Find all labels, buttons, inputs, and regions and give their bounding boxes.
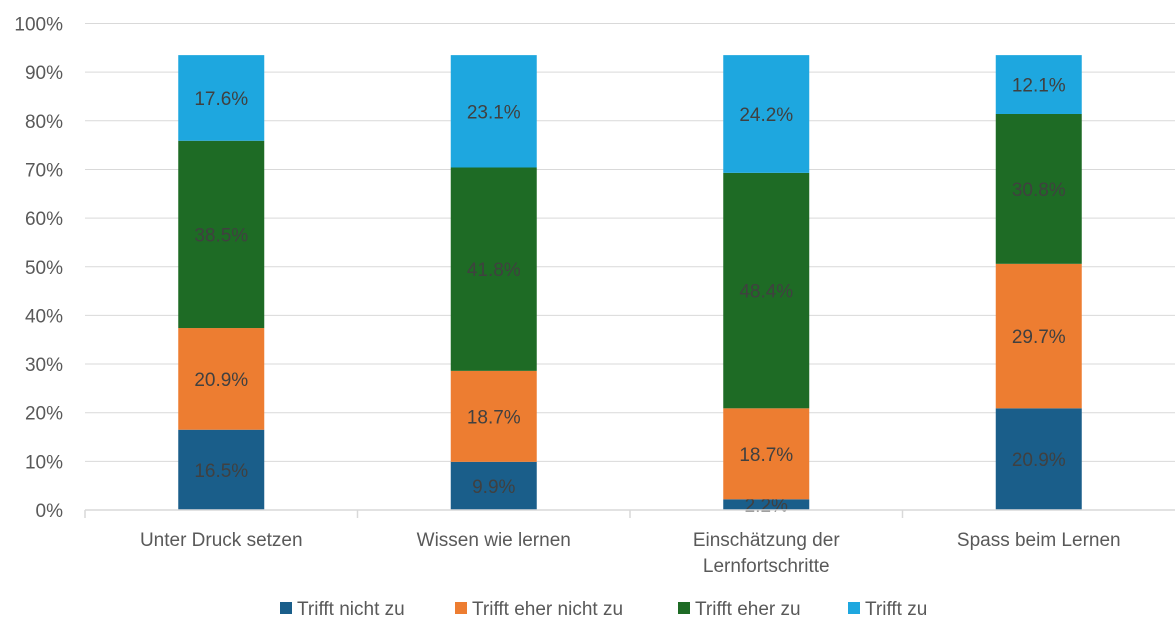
data-label: 24.2% — [739, 105, 793, 126]
legend-label: Trifft zu — [865, 599, 927, 619]
legend-swatch — [455, 602, 467, 614]
y-tick-label: 80% — [25, 112, 63, 133]
bar-stack: 9.9% 18.7% 41.8% 23.1% — [450, 55, 537, 510]
y-tick-label: 90% — [25, 63, 63, 84]
legend-swatch — [678, 602, 690, 614]
x-category-label: Unter Druck setzen — [140, 530, 303, 551]
data-label: 23.1% — [467, 102, 521, 123]
bar-stack: 2.2% 18.7% 48.4% 24.2% — [723, 55, 810, 517]
legend-swatch — [280, 602, 292, 614]
y-tick-label: 10% — [25, 452, 63, 473]
bar-segment — [995, 263, 1082, 409]
data-label: 18.7% — [739, 445, 793, 466]
bar-segment — [995, 113, 1082, 264]
legend-item: Trifft eher zu — [678, 599, 801, 619]
legend-item: Trifft eher nicht zu — [455, 599, 623, 619]
y-axis-tick-labels: 0% 10% 20% 30% 40% 50% 60% 70% 80% 90% 100% — [14, 15, 63, 523]
y-tick-label: 20% — [25, 404, 63, 425]
data-label: 20.9% — [194, 370, 248, 391]
y-tick-label: 100% — [14, 15, 63, 36]
data-label: 48.4% — [739, 282, 793, 303]
x-axis-category-labels: Unter Druck setzen Wissen wie lernen Einsc… — [140, 530, 1121, 577]
bar-segment — [723, 172, 810, 409]
x-axis — [84, 509, 1175, 518]
bar-segment — [450, 370, 537, 462]
y-tick-label: 30% — [25, 355, 63, 376]
legend-item: Trifft nicht zu — [280, 599, 405, 619]
bar-segment — [178, 55, 265, 141]
bar-segment — [995, 408, 1082, 510]
data-label: 38.5% — [194, 225, 248, 246]
x-category-label: Lernfortschritte — [703, 556, 830, 577]
bar-segment — [450, 55, 537, 168]
bar-segment — [450, 461, 537, 510]
bar-segment — [995, 55, 1082, 114]
y-tick-label: 0% — [36, 501, 64, 522]
y-tick-label: 70% — [25, 160, 63, 181]
bar-stack: 20.9% 29.7% 30.8% 12.1% — [995, 55, 1082, 510]
legend-item: Trifft zu — [848, 599, 927, 619]
data-label: 18.7% — [467, 407, 521, 428]
y-tick-label: 50% — [25, 258, 63, 279]
gridlines — [85, 23, 1175, 462]
bar-segment — [723, 408, 810, 500]
bar-segment — [450, 167, 537, 371]
legend-label: Trifft nicht zu — [297, 599, 405, 619]
x-category-label: Einschätzung der — [693, 530, 840, 551]
bar-segment — [723, 55, 810, 173]
data-label: 30.8% — [1012, 180, 1066, 201]
bar-segment — [723, 499, 810, 510]
data-label: 12.1% — [1012, 76, 1066, 97]
x-category-label: Wissen wie lernen — [417, 530, 571, 551]
data-label: 41.8% — [467, 260, 521, 281]
legend-label: Trifft eher zu — [695, 599, 801, 619]
bar-stack: 16.5% 20.9% 38.5% 17.6% — [178, 55, 265, 510]
y-tick-label: 60% — [25, 209, 63, 230]
legend-swatch — [848, 602, 860, 614]
data-label: 16.5% — [194, 461, 248, 482]
legend-label: Trifft eher nicht zu — [472, 599, 623, 619]
data-label: 2.2% — [745, 496, 788, 517]
bars: 16.5% 20.9% 38.5% 17.6% 9.9% 18.7% 41.8% 23.1% 2… — [178, 55, 1082, 517]
data-label: 9.9% — [472, 477, 515, 498]
data-label: 29.7% — [1012, 327, 1066, 348]
bar-segment — [178, 140, 265, 329]
x-category-label: Spass beim Lernen — [957, 530, 1121, 551]
bar-segment — [178, 328, 265, 430]
bar-segment — [178, 429, 265, 510]
legend: Trifft nicht zu Trifft eher nicht zu Triff… — [280, 599, 927, 619]
data-label: 17.6% — [194, 89, 248, 110]
data-label: 20.9% — [1012, 450, 1066, 471]
y-tick-label: 40% — [25, 306, 63, 327]
